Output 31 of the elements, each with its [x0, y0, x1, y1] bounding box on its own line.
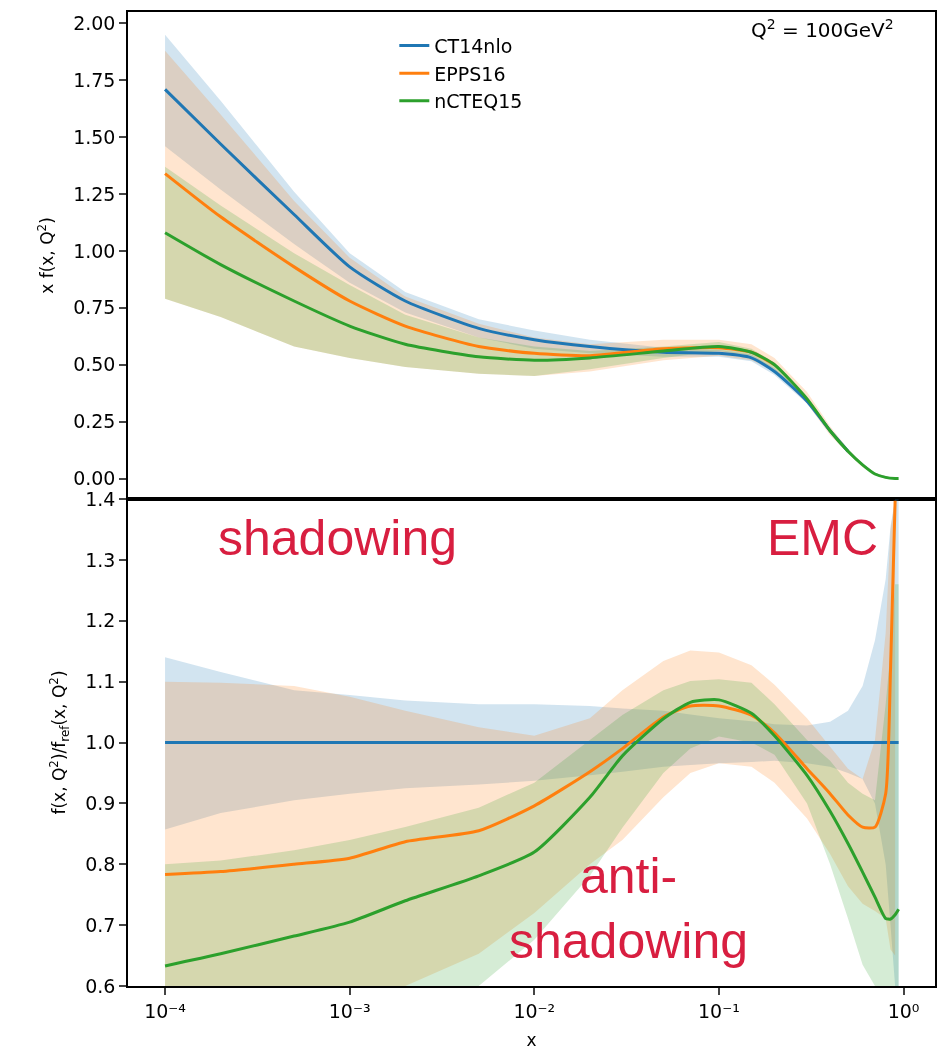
y-tick-label: 0.00: [73, 467, 116, 490]
legend-label: CT14nlo: [434, 34, 513, 57]
y-tick-label: 0.50: [73, 353, 116, 376]
y-tick-label: 1.0: [85, 731, 116, 754]
annotation: anti- shadowing: [509, 848, 749, 969]
y-tick-label: 1.25: [73, 182, 116, 205]
y-tick-label: 0.6: [85, 974, 116, 997]
y-tick-label: 1.3: [85, 548, 116, 571]
x-tick-label: 10⁰: [887, 999, 920, 1022]
y-tick-label: 1.1: [85, 670, 116, 693]
annotation: EMC: [767, 510, 879, 566]
x-tick-label: 10⁻³: [328, 999, 371, 1022]
y-tick-label: 1.4: [85, 487, 116, 510]
x-tick-label: 10⁻⁴: [144, 999, 187, 1022]
y-tick-label: 1.75: [73, 68, 116, 91]
y-tick-label: 0.25: [73, 410, 116, 433]
y-tick-label: 1.50: [73, 125, 116, 148]
x-tick-label: 10⁻²: [513, 999, 556, 1022]
annotation: Q$^{2}$ = 100GeV$^{2}$: [751, 16, 894, 43]
y-tick-label: 0.75: [73, 296, 116, 319]
y-tick-label: 1.2: [85, 609, 116, 632]
legend-label: EPPS16: [434, 62, 506, 85]
y-tick-label: 1.00: [73, 239, 116, 262]
annotation: shadowing: [218, 510, 458, 566]
x-tick-label: 10⁻¹: [698, 999, 740, 1022]
legend-label: nCTEQ15: [434, 90, 523, 113]
y-tick-label: 0.7: [85, 913, 116, 936]
y-tick-label: 2.00: [73, 12, 116, 35]
y-tick-label: 0.8: [85, 852, 116, 875]
y-tick-label: 0.9: [85, 792, 116, 815]
x-axis-title: x: [526, 1030, 537, 1050]
